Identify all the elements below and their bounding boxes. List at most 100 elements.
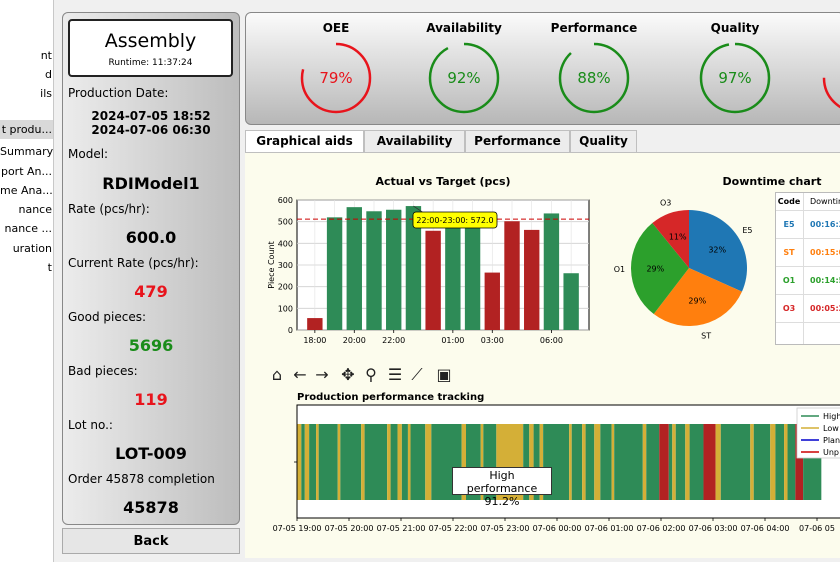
- back-button[interactable]: Back: [62, 528, 240, 554]
- kpi-value: 79%: [319, 69, 353, 87]
- nav-item[interactable]: d: [45, 68, 52, 81]
- forward-arrow-icon[interactable]: →: [315, 365, 329, 384]
- timeline-xtick-label: 07-05 19:00: [273, 524, 322, 533]
- pie-value-label: 32%: [708, 246, 726, 255]
- timeline-xtick-label: 07-05 23:00: [481, 524, 530, 533]
- tab-bar: Graphical aids Availability Performance Qua…: [245, 130, 840, 153]
- bad-pieces-label: Bad pieces:: [68, 364, 138, 378]
- bad-pieces-value: 119: [134, 390, 168, 409]
- left-nav: nt d ils t produ... Summary port An... me Ana.…: [0, 0, 54, 562]
- timeline-tooltip-value: 91.2%: [484, 495, 520, 508]
- timeline-xtick-label: 07-06 02:00: [637, 524, 686, 533]
- table-row: E5 00:16:3: [776, 211, 840, 239]
- timeline-title: Production performance tracking: [297, 392, 484, 403]
- legend-label: High: [823, 412, 840, 421]
- timeline-segment: [689, 424, 704, 500]
- table-row: O3 00:05:2: [776, 295, 840, 323]
- pie-slice: [652, 210, 689, 268]
- kpi-gauge-arc: [428, 42, 500, 114]
- kpi-ring: 92%: [427, 41, 501, 115]
- rate-value: 600.0: [125, 228, 177, 247]
- kpi-gauge: [699, 42, 771, 114]
- good-pieces-value: 5696: [128, 336, 174, 355]
- zoom-icon[interactable]: ⚲: [365, 365, 377, 384]
- timeline-xtick-label: 07-06 03:00: [689, 524, 738, 533]
- bar-xtick-label: 03:00: [481, 336, 504, 345]
- nav-item[interactable]: nance: [18, 203, 53, 216]
- downtime-table-header: Code Downtim: [776, 193, 840, 211]
- downtime-duration: 00:05:2: [810, 304, 840, 313]
- timeline-segment: [316, 424, 319, 500]
- timeline-segment: [668, 424, 673, 500]
- kpi-ring: 88%: [557, 41, 631, 115]
- pie-slice: [631, 223, 689, 315]
- tab-graphical-aids[interactable]: Graphical aids: [245, 130, 364, 153]
- configure-subplots-icon[interactable]: ☰: [387, 365, 403, 384]
- pie-value-label: 29%: [646, 265, 664, 274]
- nav-item[interactable]: t: [47, 261, 52, 274]
- station-title-box: Assembly Runtime: 11:37:24: [68, 19, 233, 77]
- downtime-code: O3: [782, 304, 796, 313]
- info-panel: [62, 12, 240, 525]
- timeline-xtick-label: 07-06 04:00: [741, 524, 790, 533]
- bar: [563, 273, 579, 330]
- bar-ylabel: Piece Count: [267, 241, 276, 288]
- nav-item[interactable]: ils: [40, 87, 52, 100]
- kpi-performance: Performance 88%: [534, 13, 654, 115]
- bar: [543, 213, 560, 330]
- runtime-label: Runtime: 11:37:24: [108, 58, 193, 68]
- bar: [346, 207, 362, 330]
- pan-icon[interactable]: ✥: [341, 365, 355, 384]
- downtime-table: Code Downtim E5 00:16:3 ST 00:15:0 O1 00:14:5…: [775, 192, 840, 345]
- tab-performance[interactable]: Performance: [465, 130, 570, 152]
- edit-axis-icon[interactable]: ⟋: [411, 365, 423, 384]
- timeline-segment: [787, 424, 796, 500]
- home-icon[interactable]: ⌂: [271, 365, 283, 384]
- kpi-value: 92%: [447, 69, 481, 87]
- kpi-value: 97%: [718, 69, 752, 87]
- bar-annotation-box: [412, 211, 498, 229]
- kpi-value: 88%: [577, 69, 611, 87]
- downtime-duration: 00:16:3: [810, 220, 840, 229]
- current-rate-value: 479: [134, 282, 168, 301]
- nav-item[interactable]: uration: [12, 242, 52, 255]
- nav-item[interactable]: Summary: [0, 145, 54, 158]
- bar: [425, 230, 441, 330]
- nav-item[interactable]: nt: [40, 49, 52, 62]
- timeline-segment: [594, 424, 601, 500]
- nav-item[interactable]: t produ...: [0, 120, 53, 139]
- timeline-segment: [529, 424, 534, 500]
- timeline-segment: [642, 424, 647, 500]
- back-arrow-icon[interactable]: ←: [293, 365, 307, 384]
- timeline-segment: [390, 424, 398, 500]
- kpi-panel: OEE 79% Availability 92% Performance 88% Quali…: [245, 12, 840, 125]
- timeline-segment: [364, 424, 388, 500]
- save-icon[interactable]: ▣: [436, 365, 452, 384]
- timeline-segment: [401, 424, 408, 500]
- nav-item[interactable]: nance ...: [4, 222, 53, 235]
- tab-quality[interactable]: Quality: [570, 130, 637, 152]
- timeline-segment: [304, 424, 310, 500]
- timeline-segment: [340, 424, 362, 500]
- kpi-gauge-arc: [822, 42, 840, 114]
- nav-item[interactable]: me Ana...: [0, 184, 53, 197]
- timeline-segment: [309, 424, 317, 500]
- pie-value-label: 11%: [669, 232, 687, 241]
- timeline-segment: [775, 424, 785, 500]
- kpi-gauge: [300, 42, 372, 114]
- timeline-xtick-label: 07-05 20:00: [325, 524, 374, 533]
- downtime-header-code: Code: [777, 197, 801, 206]
- timeline-segment: [753, 424, 771, 500]
- pie-label: O3: [660, 198, 671, 207]
- current-rate-label: Current Rate (pcs/hr):: [68, 256, 199, 270]
- kpi-gauge: [428, 42, 500, 114]
- nav-item[interactable]: port An...: [0, 165, 52, 178]
- timeline-xtick-label: 07-06 05: [799, 524, 835, 533]
- order-completion-label: Order 45878 completion: [68, 472, 215, 486]
- kpi-ring: 97%: [698, 41, 772, 115]
- bar-xtick-label: 01:00: [441, 336, 464, 345]
- timeline-segment: [571, 424, 583, 500]
- timeline-segment: [675, 424, 686, 500]
- timeline-segment: [659, 424, 669, 500]
- tab-availability[interactable]: Availability: [364, 130, 465, 152]
